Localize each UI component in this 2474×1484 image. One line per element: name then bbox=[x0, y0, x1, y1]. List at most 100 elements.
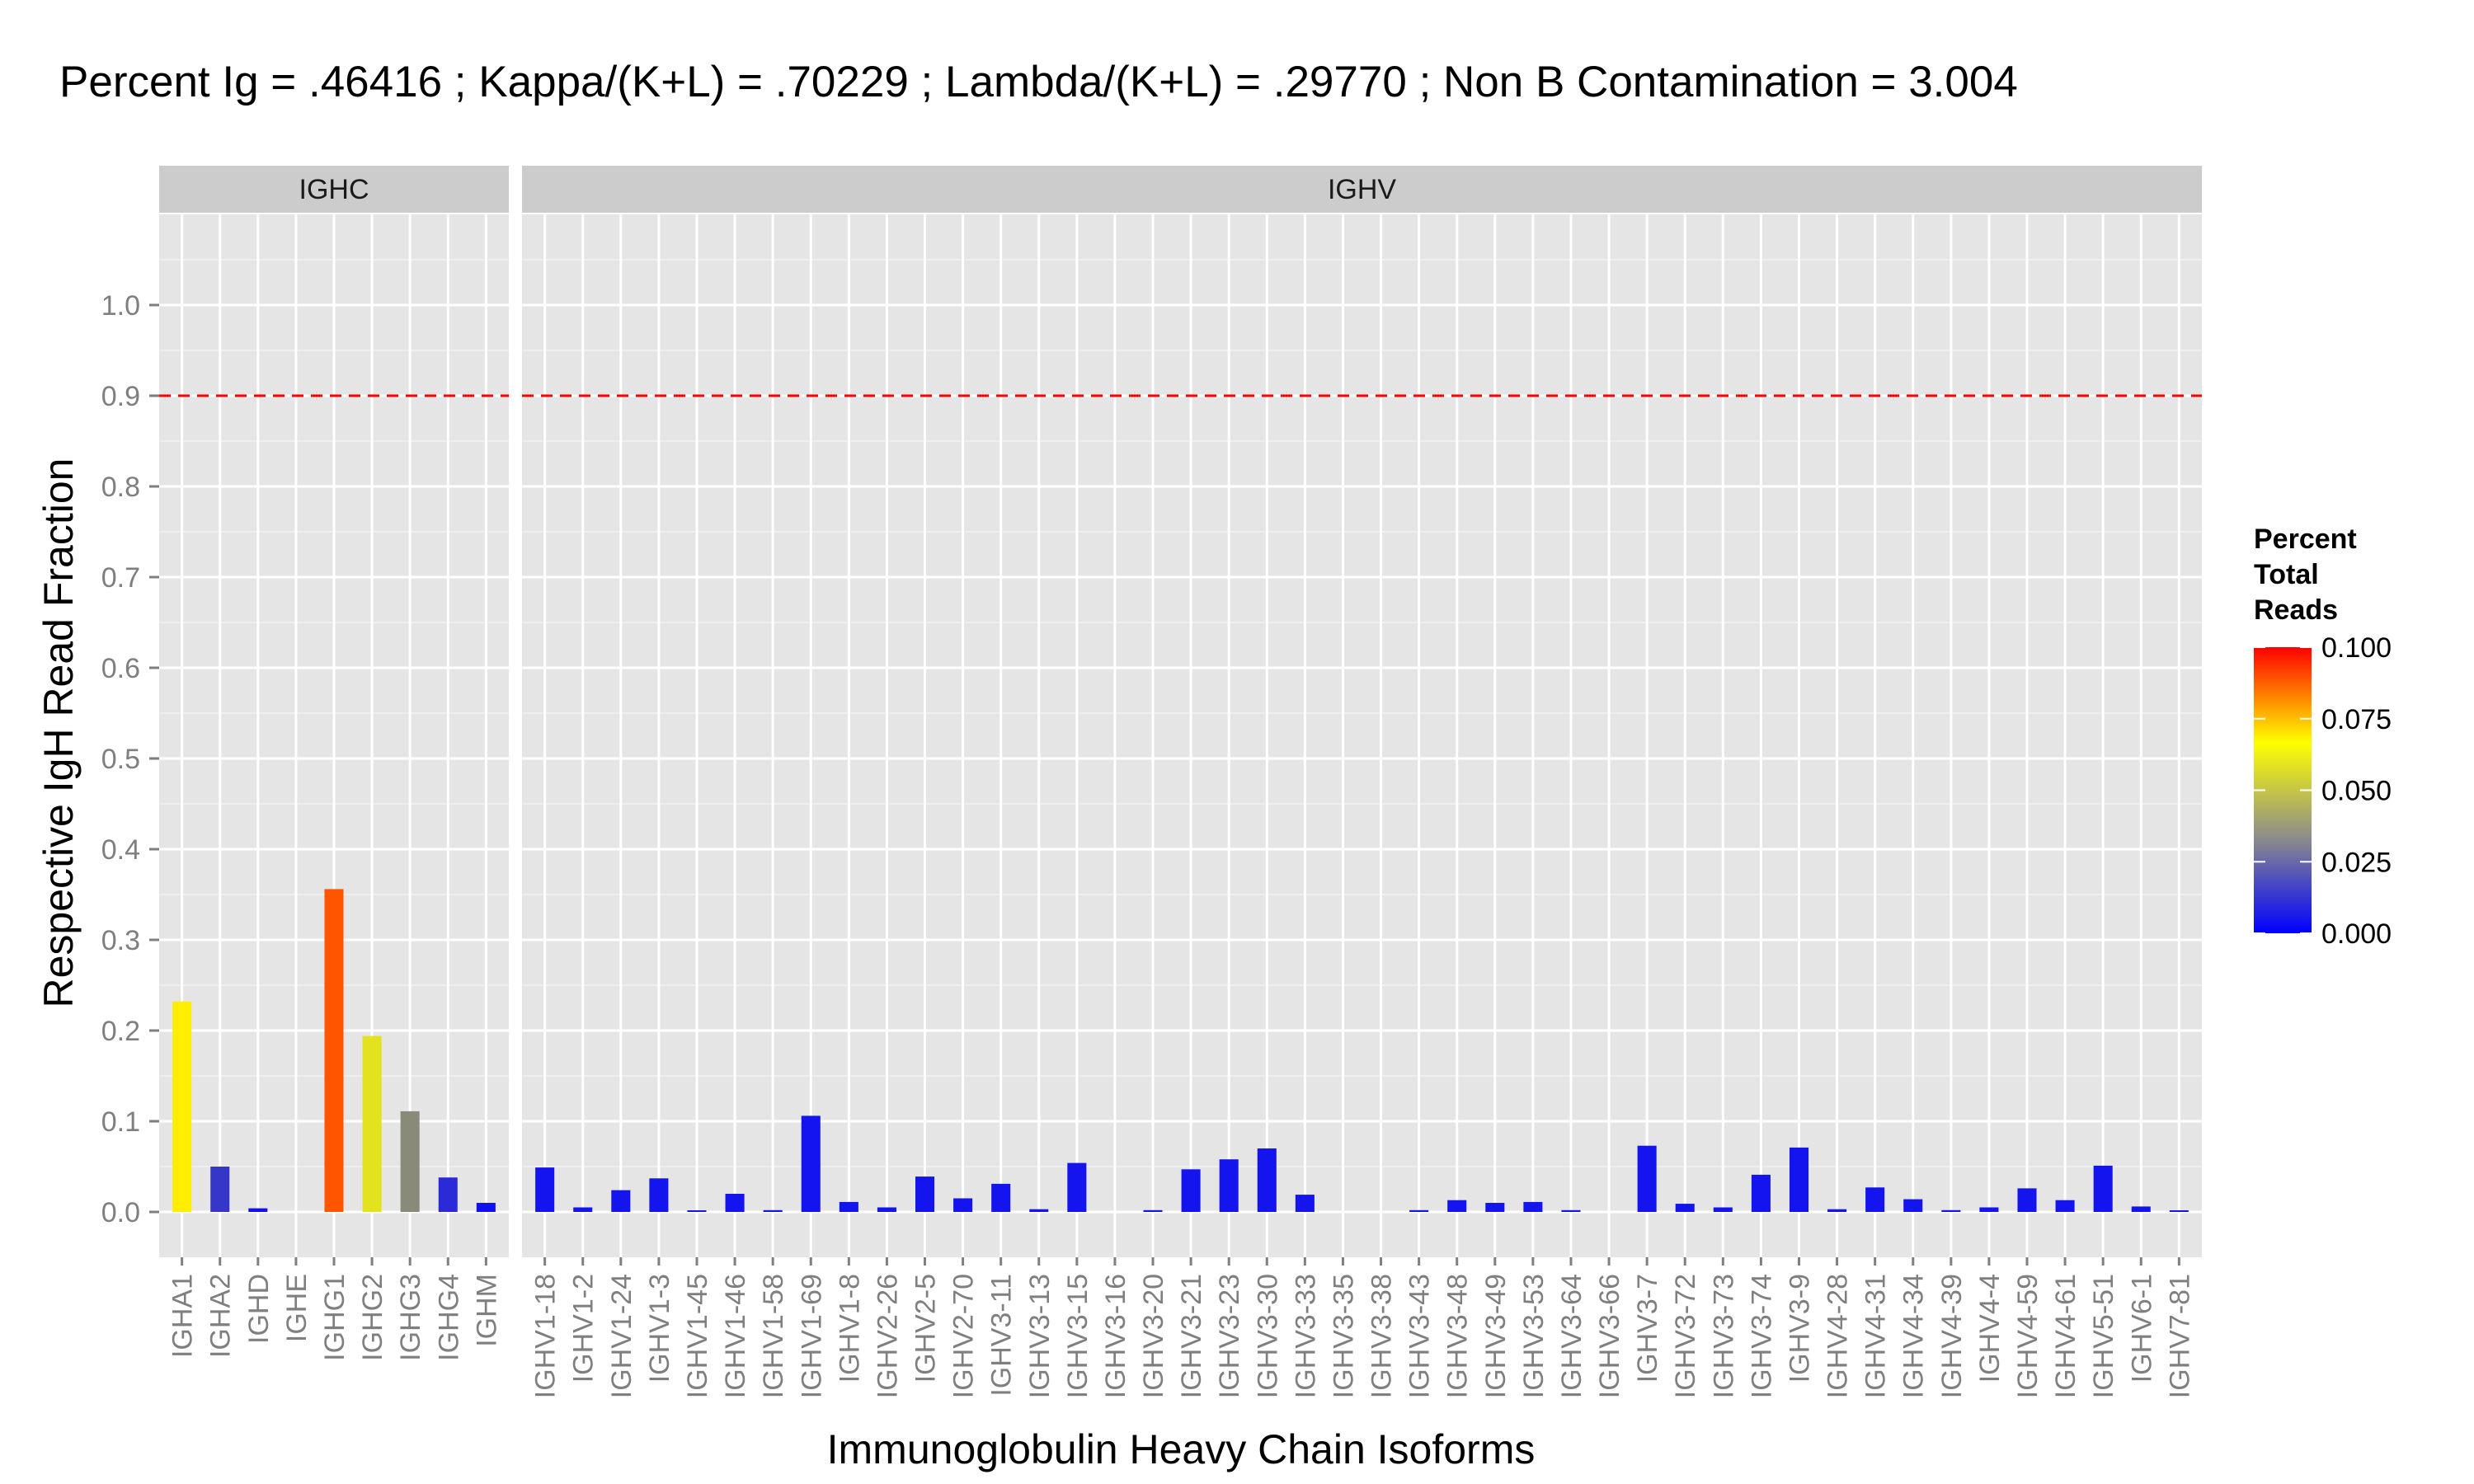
bar-ighv4-28 bbox=[1827, 1209, 1847, 1212]
bar-ighv3-43 bbox=[1409, 1209, 1429, 1212]
bar-ighv4-34 bbox=[1903, 1199, 1923, 1212]
x-tick-label: IGHA1 bbox=[167, 1274, 199, 1358]
x-tick-label: IGHV2-5 bbox=[910, 1274, 942, 1383]
x-tick-label: IGHV2-70 bbox=[948, 1274, 980, 1398]
legend-title-line: Total bbox=[2254, 559, 2319, 590]
bar-ighv3-53 bbox=[1523, 1201, 1543, 1212]
bar-ighv3-23 bbox=[1219, 1159, 1239, 1212]
x-tick-label: IGHV3-74 bbox=[1746, 1274, 1777, 1398]
y-tick-label: 0.9 bbox=[101, 381, 140, 412]
x-tick-label: IGHV3-9 bbox=[1784, 1274, 1815, 1383]
x-tick-label: IGHV3-53 bbox=[1518, 1274, 1550, 1398]
x-tick-label: IGHV4-4 bbox=[1974, 1274, 2006, 1383]
x-tick-label: IGHV4-34 bbox=[1898, 1274, 1930, 1398]
bar-ighg1 bbox=[324, 889, 344, 1212]
bar-ighv2-26 bbox=[877, 1207, 896, 1212]
bar-igha2 bbox=[210, 1167, 230, 1212]
x-tick-label: IGHV3-38 bbox=[1366, 1274, 1398, 1398]
bar-ighv4-39 bbox=[1941, 1209, 1961, 1212]
y-tick-label: 0.2 bbox=[101, 1016, 140, 1047]
bar-ighv4-61 bbox=[2055, 1200, 2075, 1212]
bar-ighv4-31 bbox=[1865, 1187, 1885, 1212]
x-tick-label: IGHV4-28 bbox=[1823, 1274, 1854, 1398]
legend-title-line: Reads bbox=[2254, 594, 2338, 626]
bar-ighv1-18 bbox=[535, 1167, 555, 1212]
x-tick-label: IGHV3-11 bbox=[986, 1274, 1018, 1397]
y-axis: 0.0 0.1 0.2 0.3 0.4 0.5 0.6 0.7 0.8 0.9 1.0 bbox=[101, 290, 159, 1228]
x-tick-label: IGHV3-66 bbox=[1594, 1274, 1625, 1398]
x-tick-label: IGHV3-23 bbox=[1214, 1274, 1245, 1398]
legend-tick-label: 0.025 bbox=[2321, 847, 2392, 878]
y-tick-label: 0.4 bbox=[101, 834, 140, 866]
x-tick-label: IGHM bbox=[471, 1274, 502, 1347]
bar-ighv4-59 bbox=[2017, 1188, 2037, 1212]
bar-ighv3-73 bbox=[1713, 1207, 1733, 1212]
bar-igha1 bbox=[172, 1001, 192, 1212]
bar-ighv3-7 bbox=[1637, 1145, 1657, 1212]
bar-ighv3-13 bbox=[1029, 1209, 1049, 1212]
bar-ighv3-15 bbox=[1067, 1162, 1087, 1212]
y-tick-label: 1.0 bbox=[101, 290, 140, 322]
y-axis-title: Respective IgH Read Fraction bbox=[35, 458, 82, 1008]
x-tick-label: IGHD bbox=[243, 1274, 275, 1344]
x-tick-label: IGHV1-69 bbox=[796, 1274, 827, 1398]
x-tick-label: IGHV3-33 bbox=[1290, 1274, 1321, 1398]
bar-ighv3-72 bbox=[1675, 1204, 1695, 1212]
x-tick-label: IGHV1-2 bbox=[568, 1274, 600, 1383]
bar-ighv1-3 bbox=[649, 1178, 669, 1212]
bar-ighv1-45 bbox=[687, 1210, 707, 1212]
legend-tick-label: 0.100 bbox=[2321, 632, 2392, 664]
x-tick-label: IGHV3-64 bbox=[1556, 1274, 1587, 1398]
x-tick-label: IGHV3-21 bbox=[1176, 1274, 1207, 1398]
bar-ighv1-2 bbox=[573, 1207, 593, 1212]
x-tick-label: IGHV3-7 bbox=[1632, 1274, 1663, 1383]
legend-title-line: Percent bbox=[2254, 524, 2357, 555]
bar-ighv1-46 bbox=[725, 1194, 745, 1212]
x-axis-title: Immunoglobulin Heavy Chain Isoforms bbox=[827, 1426, 1536, 1472]
x-tick-label: IGHV3-16 bbox=[1100, 1274, 1131, 1398]
bar-ighv5-51 bbox=[2093, 1165, 2113, 1212]
bar-ighd bbox=[248, 1208, 268, 1212]
bar-ighv4-4 bbox=[1979, 1207, 1999, 1212]
x-tick-label: IGHG1 bbox=[319, 1274, 350, 1361]
x-tick-label: IGHV3-15 bbox=[1062, 1274, 1094, 1398]
bar-ighv3-48 bbox=[1447, 1200, 1467, 1212]
x-tick-label: IGHV6-1 bbox=[2126, 1274, 2157, 1383]
bar-ighg4 bbox=[438, 1177, 458, 1212]
x-tick-label: IGHV1-45 bbox=[682, 1274, 713, 1398]
bar-ighg2 bbox=[362, 1036, 382, 1212]
x-tick-label: IGHV1-24 bbox=[606, 1274, 637, 1398]
legend-tick-label: 0.050 bbox=[2321, 776, 2392, 807]
legend-tick-label: 0.000 bbox=[2321, 918, 2392, 950]
chart-title: Percent Ig = .46416 ; Kappa/(K+L) = .702… bbox=[59, 58, 2018, 106]
bar-ighv3-9 bbox=[1789, 1147, 1809, 1212]
bar-ighv2-70 bbox=[953, 1198, 973, 1212]
y-tick-label: 0.7 bbox=[101, 562, 140, 594]
x-tick-label: IGHG2 bbox=[357, 1274, 388, 1361]
x-tick-label: IGHV4-39 bbox=[1936, 1274, 1968, 1398]
y-tick-label: 0.6 bbox=[101, 653, 140, 684]
bar-ighv3-49 bbox=[1485, 1203, 1505, 1212]
x-tick-label: IGHV3-13 bbox=[1024, 1274, 1056, 1398]
strip-label: IGHV bbox=[1328, 174, 1396, 205]
x-tick-label: IGHA2 bbox=[205, 1274, 237, 1358]
bar-ighv3-21 bbox=[1181, 1169, 1201, 1212]
bar-ighv3-64 bbox=[1561, 1209, 1581, 1212]
y-tick-label: 0.5 bbox=[101, 744, 140, 775]
x-tick-label: IGHV1-3 bbox=[644, 1274, 675, 1383]
strip-ighc bbox=[159, 166, 509, 213]
x-tick-label: IGHV3-43 bbox=[1404, 1274, 1436, 1398]
bar-ighv1-24 bbox=[611, 1190, 631, 1212]
bar-ighg3 bbox=[400, 1111, 420, 1212]
strip-ighv bbox=[522, 166, 2202, 213]
x-tick-label: IGHG4 bbox=[433, 1274, 464, 1361]
bar-ighv3-74 bbox=[1751, 1174, 1771, 1212]
x-tick-label: IGHV4-61 bbox=[2050, 1274, 2081, 1398]
x-tick-label: IGHV2-26 bbox=[872, 1274, 903, 1398]
legend-tick-label: 0.075 bbox=[2321, 704, 2392, 735]
x-tick-label: IGHV5-51 bbox=[2088, 1274, 2119, 1398]
x-tick-label: IGHV3-30 bbox=[1252, 1274, 1283, 1398]
